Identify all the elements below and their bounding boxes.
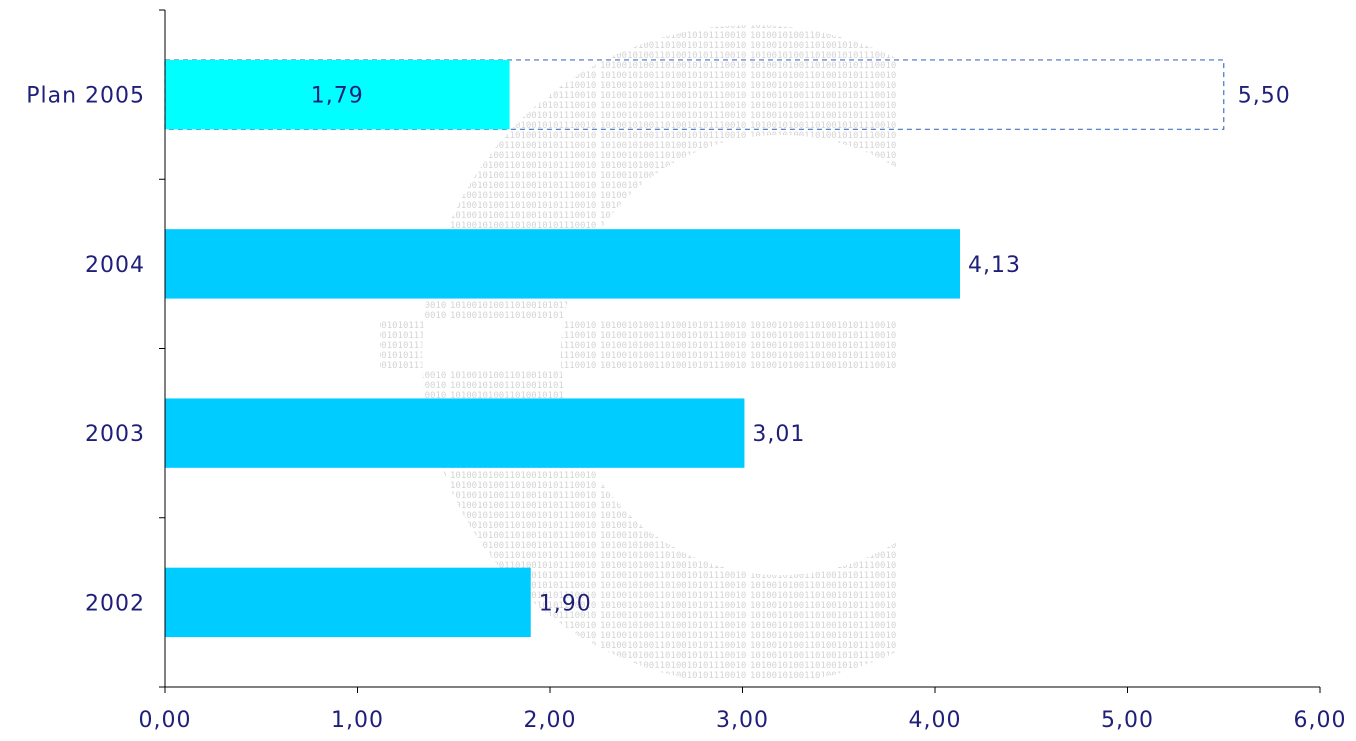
x-tick-label: 6,00 [1294,708,1347,733]
x-tick-label: 3,00 [716,708,769,733]
plan-target-layer [164,59,1225,130]
axes-layer [159,9,1321,693]
bar-plan-2005 [165,59,510,130]
bar-2004 [165,229,961,299]
data-label: 1,79 [311,84,364,109]
data-label: 3,01 [752,422,805,447]
category-label: 2003 [85,422,145,447]
bar-2003 [165,398,745,468]
bars-layer [165,59,961,638]
x-tick-label: 0,00 [139,708,192,733]
category-label: Plan 2005 [26,84,145,109]
category-label: 2004 [85,253,145,278]
plan-target-label: 5,50 [1238,84,1291,109]
x-tick-label: 5,00 [1101,708,1154,733]
data-label: 4,13 [968,253,1021,278]
plan-target-outline [164,59,1225,130]
category-label: 2002 [85,591,145,616]
bar-2002 [165,567,531,638]
x-tick-label: 1,00 [331,708,384,733]
data-label: 1,90 [539,591,592,616]
x-tick-label: 4,00 [909,708,962,733]
labels-layer: 5,50 1,79 Plan 2005 4,13 2004 3,01 2003 1,90 200… [26,84,1347,733]
x-tick-label: 2,00 [524,708,577,733]
